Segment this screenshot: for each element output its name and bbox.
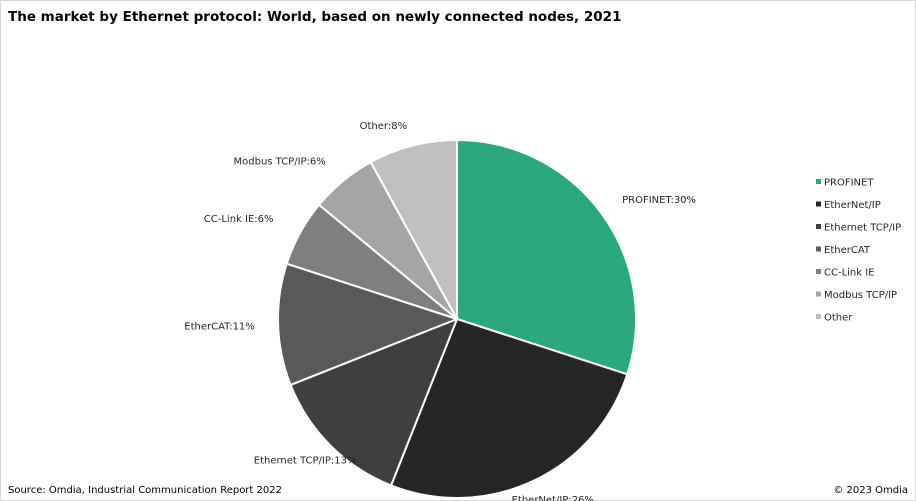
slice-labels: PROFINET:30% EtherNet/IP:26% Ethernet TCP/… [184, 121, 696, 501]
legend-label-profinet: PROFINET [824, 178, 874, 189]
copyright-note: © 2023 Omdia [833, 485, 908, 496]
pie-slice-other [369, 138, 458, 320]
data-label-ethercat: EtherCAT:11% [184, 321, 255, 332]
legend-swatch-cc-link-ie [816, 269, 821, 274]
legend-label-ethercat: EtherCAT [824, 245, 871, 256]
data-label-other: Other:8% [360, 121, 407, 132]
pie-slice-profinet [456, 138, 637, 376]
pie-slice-ethernet-tcp-ip [289, 317, 459, 487]
legend-label-modbus-tcp-ip: Modbus TCP/IP [824, 290, 897, 301]
source-note: Source: Omdia, Industrial Communication … [8, 485, 282, 496]
legend-label-ethernet-tcp-ip: Ethernet TCP/IP [824, 223, 901, 234]
legend-swatch-profinet [816, 179, 821, 184]
legend-swatch-ethercat [816, 246, 821, 252]
legend-label-ethernet-ip: EtherNet/IP [824, 200, 881, 211]
data-label-ethernet-ip: EtherNet/IP:26% [512, 495, 594, 501]
legend-swatch-ethernet-ip [816, 201, 821, 207]
pie-slice-ethercat [277, 262, 460, 387]
legend-swatch-other [816, 314, 821, 319]
pie-slices [277, 138, 637, 499]
data-label-ethernet-tcp-ip: Ethernet TCP/IP:13% [254, 456, 357, 467]
data-label-profinet: PROFINET:30% [622, 195, 696, 206]
data-label-cc-link-ie: CC-Link IE:6% [204, 214, 274, 225]
legend-swatch-modbus-tcp-ip [816, 291, 821, 297]
pie-slice-ethernet-ip [389, 317, 629, 499]
data-label-modbus-tcp-ip: Modbus TCP/IP:6% [234, 156, 326, 167]
legend-label-cc-link-ie: CC-Link IE [824, 268, 875, 279]
chart-title: The market by Ethernet protocol: World, … [8, 9, 622, 25]
legend-swatch-ethernet-tcp-ip [816, 224, 821, 229]
legend-label-other: Other [824, 313, 853, 324]
chart-legend: PROFINET EtherNet/IP Ethernet TCP/IP EtherC… [816, 178, 901, 324]
